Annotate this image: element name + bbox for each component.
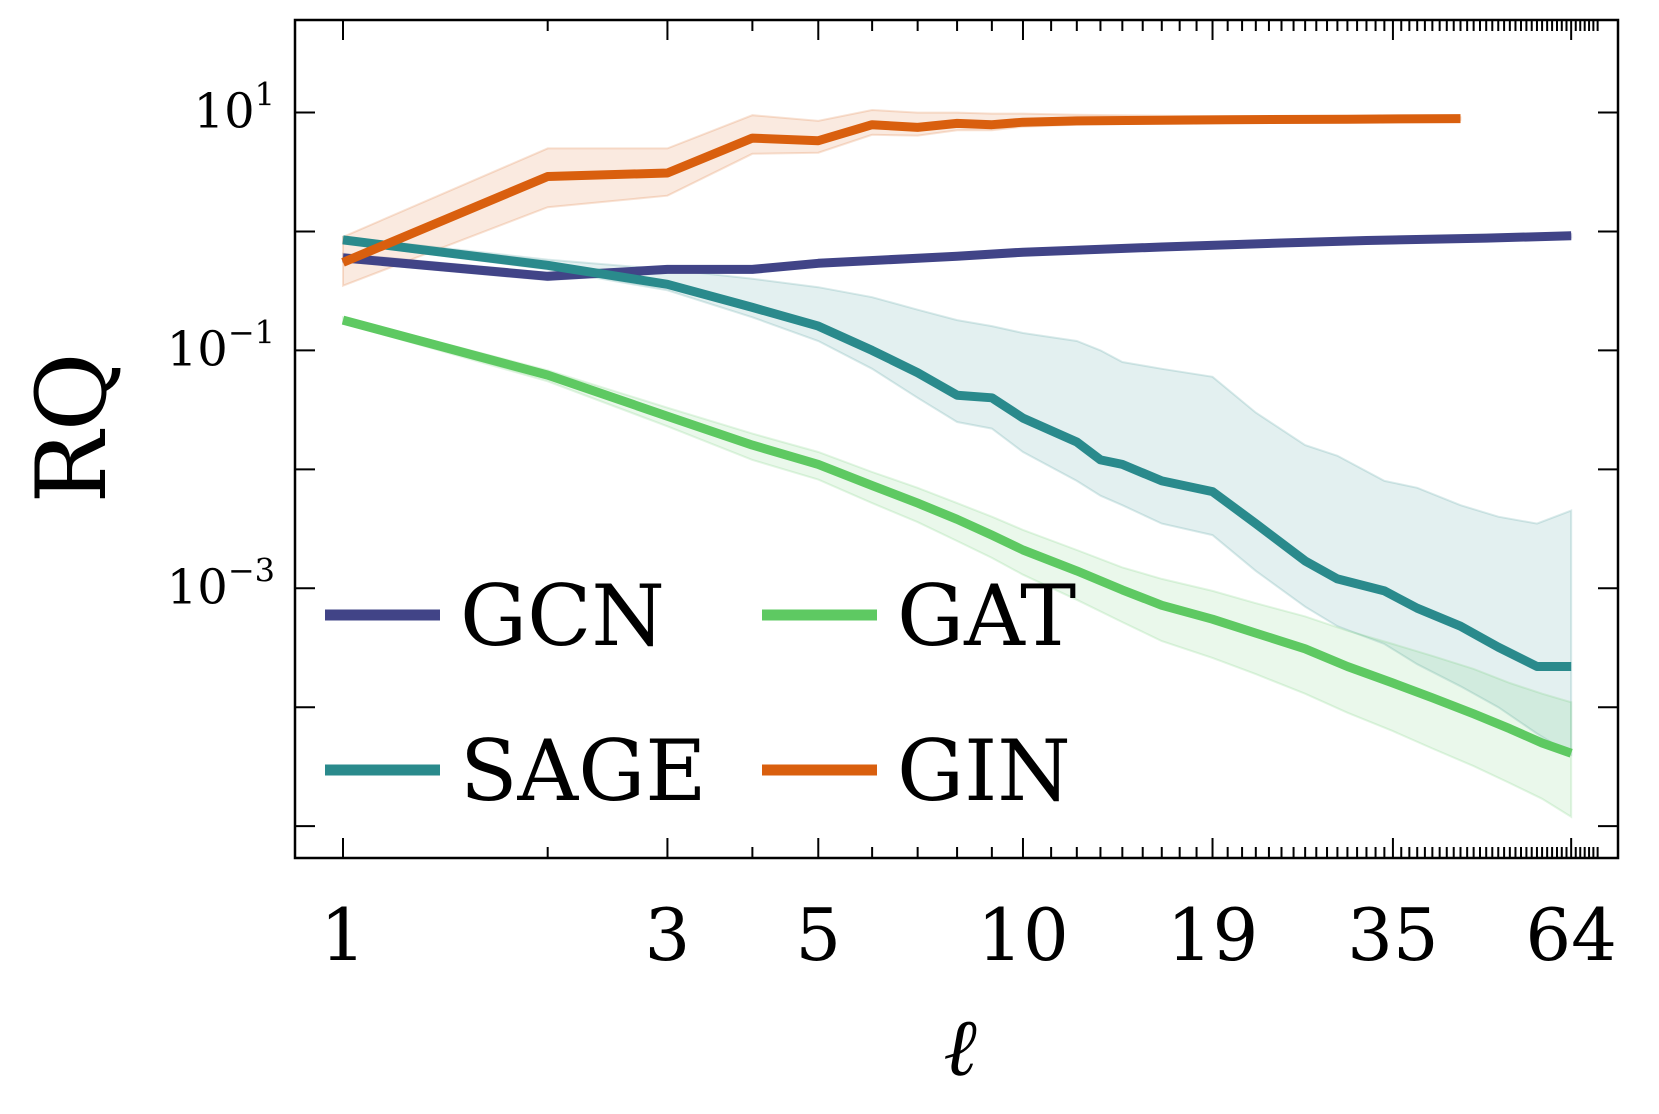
gat-band <box>342 316 1573 819</box>
svg-text:10−1: 10−1 <box>167 313 275 377</box>
legend: GCN GAT SAGE GIN <box>325 567 1076 820</box>
legend-item-gcn: GCN <box>325 567 665 665</box>
y-tick-labels: 101 10−1 10−3 <box>167 76 275 616</box>
y-tick-label: 101 <box>194 76 275 140</box>
x-tick-label: 35 <box>1347 893 1439 977</box>
gin-line <box>341 114 1461 267</box>
gat-line <box>341 315 1573 758</box>
gcn-line <box>342 231 1572 281</box>
legend-item-gat: GAT <box>762 567 1076 665</box>
axis-ticks <box>295 20 1618 858</box>
legend-label: SAGE <box>460 722 707 820</box>
x-tick-label: 10 <box>977 893 1069 977</box>
sage-line <box>342 235 1572 671</box>
x-tick-label: 64 <box>1525 893 1617 977</box>
y-axis-label: RQ <box>16 353 128 504</box>
x-tick-labels: 1 3 5 10 19 35 64 <box>320 893 1617 977</box>
y-tick-label: 10−1 <box>167 313 275 377</box>
y-tick-label: 10−3 <box>167 551 275 615</box>
confidence-bands <box>342 108 1573 819</box>
legend-label: GAT <box>897 567 1076 665</box>
series-lines <box>341 114 1573 758</box>
x-tick-label: 3 <box>645 893 691 977</box>
x-axis-label: ℓ <box>943 1001 976 1094</box>
x-tick-label: 19 <box>1167 893 1259 977</box>
legend-label: GCN <box>460 567 665 665</box>
legend-item-gin: GIN <box>762 722 1071 820</box>
plot-frame <box>293 18 1620 860</box>
legend-item-sage: SAGE <box>325 722 707 820</box>
x-tick-label: 1 <box>320 893 366 977</box>
legend-label: GIN <box>897 722 1071 820</box>
x-tick-label: 5 <box>795 893 841 977</box>
svg-text:101: 101 <box>194 76 275 140</box>
svg-text:10−3: 10−3 <box>167 551 275 615</box>
sage-band <box>342 235 1573 757</box>
